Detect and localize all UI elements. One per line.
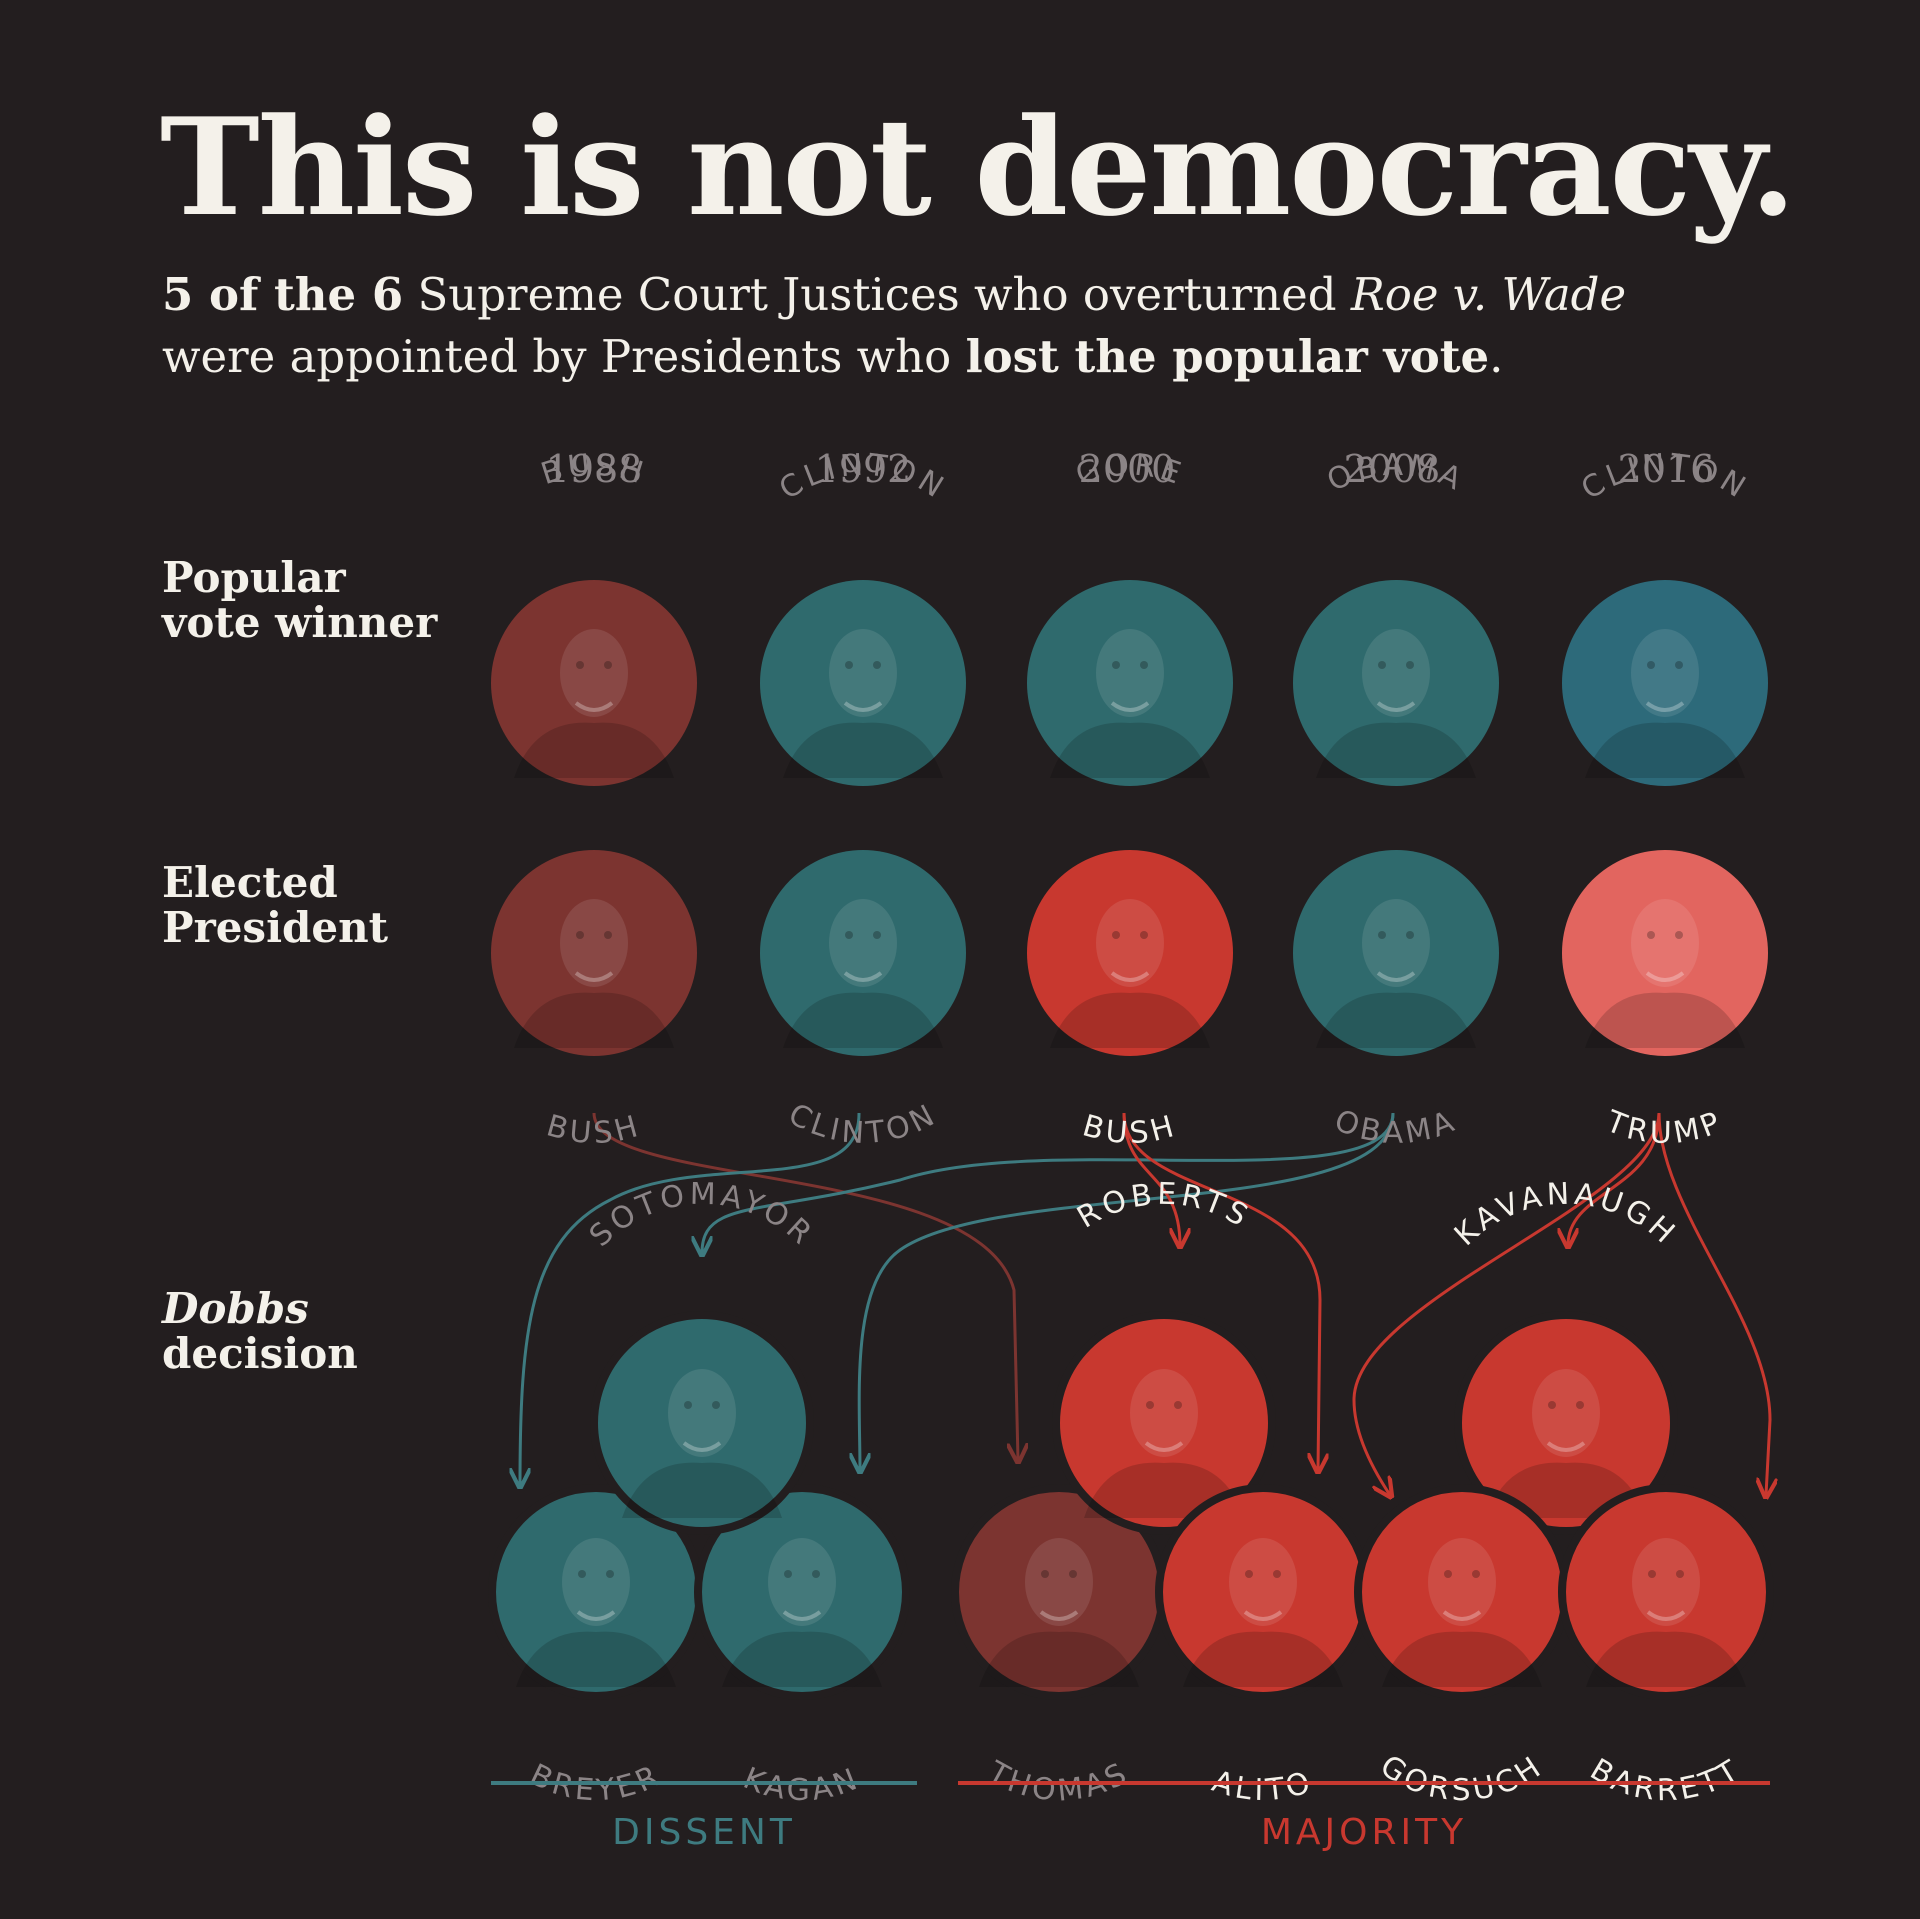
year-label-2008: 2008 (1343, 447, 1441, 491)
connector-obama-to-sotomayor (702, 1112, 1395, 1253)
elected-name-2016: TRUMP (1601, 1104, 1729, 1151)
connector-trump-to-kavanaugh (1568, 1112, 1661, 1245)
row-label-popular-vote: Popular vote winner (162, 555, 437, 645)
justice-circle-kagan (694, 1484, 910, 1700)
page-title: This is not democracy. (160, 88, 1796, 246)
popular-name-1988: BUSH (537, 447, 651, 492)
subtitle: 5 of the 6 Supreme Court Justices who ov… (162, 264, 1626, 388)
popular-circle-2000 (1027, 580, 1233, 786)
elected-circle-2000 (1027, 850, 1233, 1056)
elected-president-row (491, 850, 1768, 1056)
popular-name-1992: CLINTON (773, 447, 952, 507)
popular-vote-row (491, 580, 1768, 786)
elected-circle-1992 (760, 850, 966, 1056)
subtitle-seg-2-3: . (1489, 330, 1504, 383)
row-label-elected-line-1: Elected (162, 858, 338, 907)
justices-cluster (488, 1311, 1774, 1700)
elected-name-2000: BUSH (1079, 1108, 1182, 1151)
subtitle-seg-1-1: 5 of the 6 (162, 268, 404, 321)
justice-name-roberts: ROBERTS (1071, 1177, 1256, 1236)
popular-circle-1988 (491, 580, 697, 786)
justice-circle-kavanaugh (1454, 1311, 1678, 1535)
row-label-dobbs-line-2: decision (162, 1329, 358, 1378)
popular-circle-2008 (1293, 580, 1499, 786)
connector-bush-to-roberts (1122, 1112, 1180, 1245)
row-label-elected-line-2: President (162, 903, 389, 952)
row-label-dobbs-decision: Dobbs decision (162, 1286, 358, 1376)
year-label-1992: 1992 (814, 447, 912, 491)
row-label-popular-line-1: Popular (162, 553, 346, 602)
row-label-dobbs-line-1: Dobbs (162, 1284, 309, 1333)
subtitle-line-1: 5 of the 6 Supreme Court Justices who ov… (162, 268, 1626, 321)
connector-bush-to-thomas (592, 1112, 1018, 1460)
row-label-elected-president: Elected President (162, 860, 388, 950)
justice-name-barrett: BARRETT (1584, 1752, 1748, 1808)
connector-obama-to-kagan (859, 1112, 1395, 1470)
justice-circle-roberts (1052, 1311, 1276, 1535)
elected-name-1992: CLINTON (783, 1097, 944, 1152)
popular-name-2008: OBAMA (1322, 448, 1470, 499)
subtitle-seg-2-1: were appointed by Presidents who (162, 330, 966, 383)
subtitle-seg-1-3: Roe v. Wade (1350, 268, 1627, 321)
year-label-1988: 1988 (545, 447, 643, 491)
subtitle-seg-1-2: Supreme Court Justices who overturned (403, 268, 1351, 321)
elected-circle-1988 (491, 850, 697, 1056)
justice-circle-barrett (1558, 1484, 1774, 1700)
appointment-connectors (520, 1112, 1770, 1495)
popular-name-2000: GORE (1072, 447, 1189, 492)
justice-circle-alito (1155, 1484, 1371, 1700)
elected-circle-2008 (1293, 850, 1499, 1056)
justice-name-gorsuch: GORSUCH (1374, 1748, 1550, 1808)
dissent-label: DISSENT (612, 1812, 796, 1853)
connector-trump-to-barrett (1657, 1112, 1770, 1495)
year-label-2000: 2000 (1078, 447, 1176, 491)
subtitle-line-2: were appointed by Presidents who lost th… (162, 330, 1503, 383)
year-label-2016: 2016 (1617, 447, 1715, 491)
connector-trump-to-gorsuch (1352, 1112, 1661, 1495)
row-label-popular-line-2: vote winner (162, 598, 438, 647)
elected-name-2008: OBAMA (1330, 1103, 1463, 1151)
majority-label: MAJORITY (1261, 1812, 1467, 1853)
elected-circle-2016 (1562, 850, 1768, 1056)
connector-bush-to-alito (1122, 1112, 1320, 1470)
popular-circle-2016 (1562, 580, 1768, 786)
subtitle-seg-2-2: lost the popular vote (965, 330, 1490, 383)
justice-name-alito: ALITO (1208, 1764, 1318, 1808)
justice-circle-gorsuch (1354, 1484, 1570, 1700)
connector-clinton-to-breyer (520, 1112, 861, 1485)
popular-name-2016: CLINTON (1575, 447, 1754, 507)
justice-circle-sotomayor (590, 1311, 814, 1535)
popular-circle-1992 (760, 580, 966, 786)
